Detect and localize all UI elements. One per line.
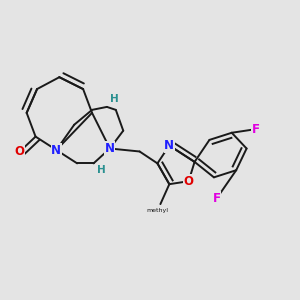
Text: F: F: [251, 123, 260, 136]
Text: H: H: [110, 94, 119, 103]
Text: methyl: methyl: [146, 208, 168, 213]
Text: O: O: [15, 145, 25, 158]
Text: N: N: [105, 142, 115, 155]
Text: H: H: [98, 165, 106, 175]
Text: N: N: [164, 139, 174, 152]
Text: O: O: [184, 175, 194, 188]
Text: N: N: [51, 143, 62, 157]
Text: F: F: [213, 192, 221, 205]
